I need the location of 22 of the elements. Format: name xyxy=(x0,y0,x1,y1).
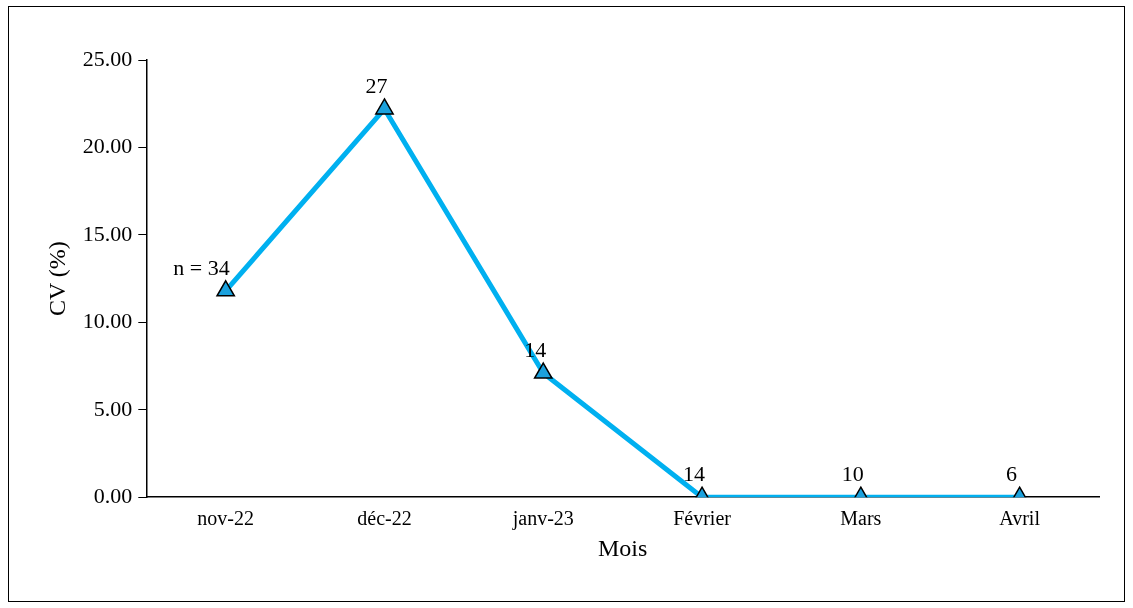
point xyxy=(533,362,553,379)
y-tick-label: 5.00 xyxy=(93,395,133,421)
y-tick-label: 20.00 xyxy=(82,133,133,159)
x-tick-label: nov-22 xyxy=(197,507,255,530)
y-axis-title: CV (%) xyxy=(43,241,70,317)
x-tick-label: Avril xyxy=(999,507,1041,530)
x-tick-label: Mars xyxy=(840,507,882,530)
annotation: 27 xyxy=(365,72,388,98)
y-tick-label: 10.00 xyxy=(82,308,133,334)
y-tick-label: 25.00 xyxy=(82,45,133,71)
x-tick-label: Février xyxy=(673,507,732,530)
annotation: n = 34 xyxy=(173,254,230,280)
annotation: 14 xyxy=(683,461,706,487)
annotation: 10 xyxy=(841,461,864,487)
x-tick-label: janv-23 xyxy=(511,507,574,531)
point xyxy=(375,98,394,115)
x-tick-label: déc-22 xyxy=(357,507,412,530)
annotation: 6 xyxy=(1006,461,1018,487)
y-tick-label: 0.00 xyxy=(93,482,133,508)
point xyxy=(216,280,236,297)
x-axis-title: Mois xyxy=(597,534,648,561)
y-tick-label: 15.00 xyxy=(82,220,133,246)
